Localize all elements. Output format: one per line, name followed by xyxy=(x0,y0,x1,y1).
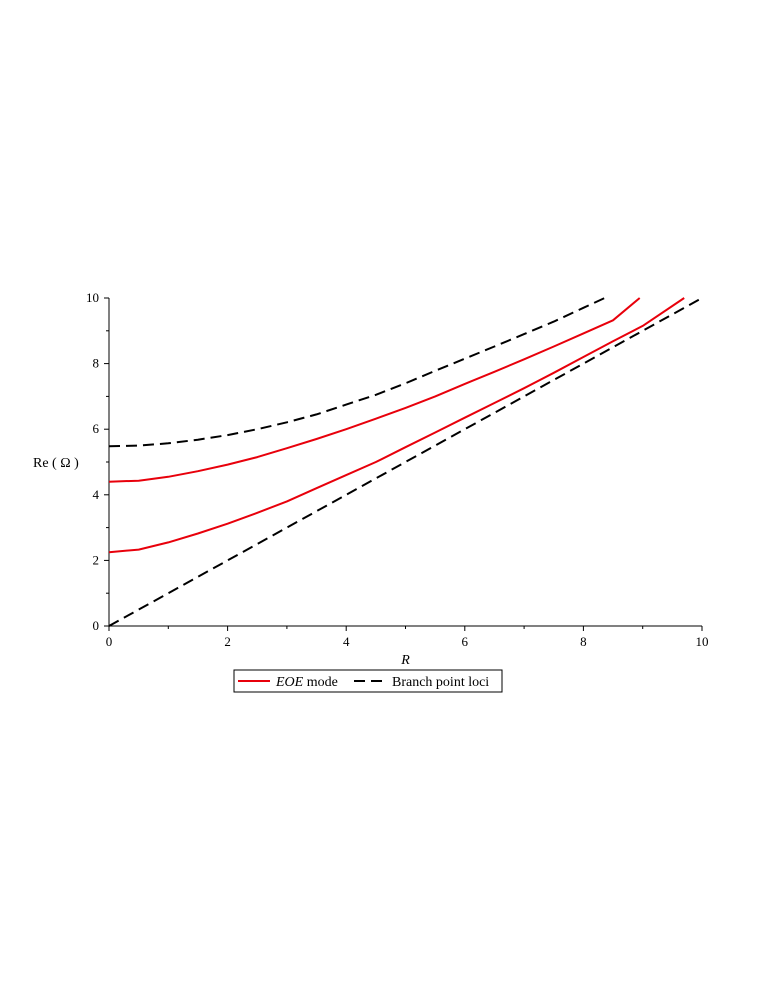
series-group xyxy=(108,297,703,627)
y-tick-label: 8 xyxy=(93,356,100,371)
x-tick-label: 4 xyxy=(343,634,350,649)
x-tick-label: 0 xyxy=(106,634,113,649)
x-tick-label: 2 xyxy=(224,634,231,649)
y-tick-label: 4 xyxy=(93,487,100,502)
axes: 0 2 4 6 8 10 0 2 4 6 8 10 xyxy=(86,290,709,649)
legend-label-eoe-rest: mode xyxy=(303,675,338,690)
y-tick-label: 0 xyxy=(93,618,100,633)
series-line-1 xyxy=(108,297,606,448)
series-line-3 xyxy=(108,297,641,483)
y-tick-label: 6 xyxy=(93,421,100,436)
y-tick-label: 2 xyxy=(93,552,100,567)
x-tick-label: 6 xyxy=(462,634,469,649)
x-axis-label: R xyxy=(400,653,410,668)
y-axis-label: Re ( Ω ) xyxy=(33,456,79,471)
legend-box xyxy=(233,669,503,693)
series-line-2 xyxy=(108,297,703,627)
x-tick-label: 10 xyxy=(696,634,709,649)
legend: EOE mode Branch point loci xyxy=(233,669,503,693)
series-line-4 xyxy=(108,297,685,554)
y-tick-label: 10 xyxy=(86,290,99,305)
x-tick-label: 8 xyxy=(580,634,587,649)
legend-label-branch-point-loci: Branch point loci xyxy=(392,675,489,690)
legend-label-eoe-mode: EOE mode xyxy=(275,675,338,690)
legend-label-eoe-italic: EOE xyxy=(275,675,304,690)
